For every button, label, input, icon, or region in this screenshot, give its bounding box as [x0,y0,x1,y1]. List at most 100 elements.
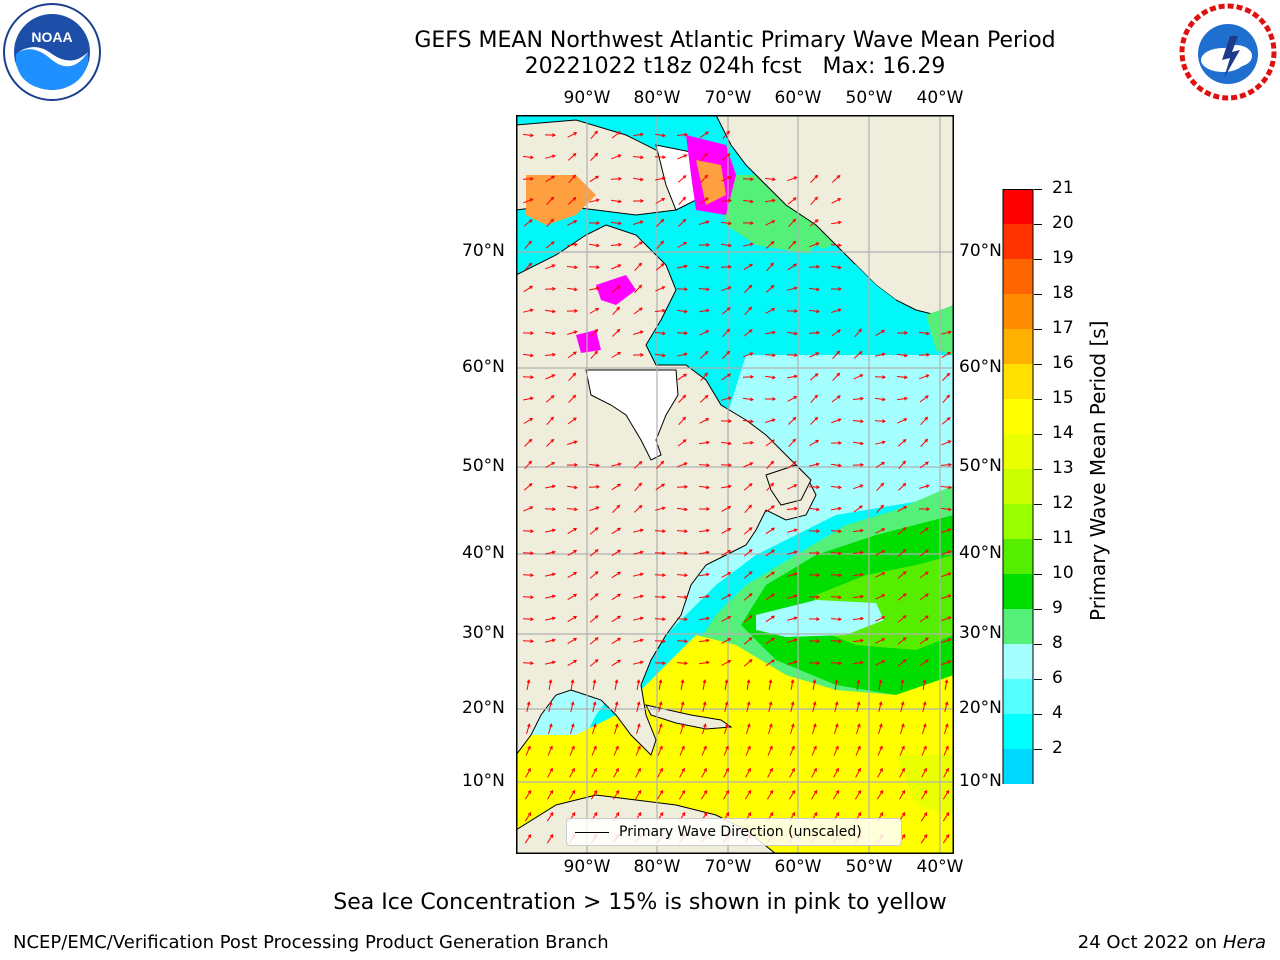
wave-arrow-head [680,679,685,684]
wave-arrow-head [947,330,952,335]
wave-arrow [919,549,929,557]
wave-arrow-head [551,264,556,268]
wave-arrow-head [794,353,799,358]
wave-arrow-head [793,484,798,488]
wave-arrow-head [791,789,796,794]
wave-arrow [900,724,904,734]
wave-arrow [852,420,864,422]
lat-label-left: 40°N [462,543,505,563]
wave-arrow-head [660,240,665,245]
wave-arrow-head [571,723,575,728]
wave-arrow-head [925,527,929,532]
wave-arrow-head [746,679,751,684]
wave-arrow [720,200,732,202]
wave-arrow [567,659,577,667]
wave-arrow-head [946,372,951,377]
wave-arrow [567,485,577,489]
wave-arrow-head [925,637,929,642]
wave-arrow [787,263,797,271]
wave-arrow [921,768,927,778]
wave-arrow [786,354,798,356]
wave-arrow [654,331,666,335]
wave-arrow-head [725,723,729,728]
wave-arrow-head [793,572,798,577]
wave-arrow-head [530,529,535,534]
wave-arrow [722,130,730,140]
lon-label-bottom: 60°W [774,857,822,877]
wave-arrow [721,373,731,381]
wave-arrow [544,529,556,533]
wave-arrow [720,464,732,466]
wave-arrow-head [836,372,841,377]
wave-arrow-head [573,615,578,620]
wave-arrow-head [529,417,534,422]
wave-arrow [746,680,750,690]
wave-arrow [525,746,531,756]
wave-arrow-head [881,397,886,402]
wave-arrow-head [748,527,753,531]
colorbar-outline [1002,189,1034,784]
wave-arrow [943,746,949,756]
wave-arrow-head [836,350,841,355]
wave-arrow-head [860,616,865,621]
wave-arrow-head [637,811,642,816]
wave-arrow-head [903,506,908,510]
wave-arrow [547,768,553,778]
wave-arrow [656,461,664,469]
wave-arrow-head [728,419,733,423]
wave-arrow-head [793,616,798,621]
wave-arrow-head [705,660,710,665]
wave-arrow [897,637,907,645]
wave-arrow [702,724,706,734]
wave-arrow [878,701,882,713]
wave-arrow-head [638,460,643,465]
wave-arrow [721,660,731,666]
wave-arrow-head [903,418,908,422]
colorbar-tick-mark [1034,189,1042,190]
wave-arrow [678,395,686,403]
colorbar-segment [1003,714,1033,749]
wave-arrow-head [682,196,687,201]
wave-arrow-head [705,572,710,577]
wave-arrow-head [748,593,753,597]
wave-arrow [918,331,930,335]
wave-arrow-head [703,789,708,794]
wave-arrow-head [550,196,555,201]
wave-arrow-head [728,264,733,269]
wave-arrow-head [947,440,952,444]
wave-arrow [544,573,556,577]
wave-arrow-head [662,155,667,160]
wave-arrow [830,244,842,246]
wave-arrow-head [727,286,732,290]
wave-arrow-head [595,175,600,180]
wave-arrow [897,506,907,512]
chart-subtitle: 20221022 t18z 024h fcst Max: 16.29 [524,54,946,79]
wave-arrow-head [593,745,597,750]
wave-arrow-head [552,133,557,137]
wave-arrow-head [926,331,931,336]
wave-arrow-head [791,745,795,750]
wave-arrow [852,573,864,577]
wave-arrow [545,175,555,183]
wave-arrow-head [660,460,665,465]
wave-arrow [522,155,534,159]
wave-arrow [854,328,862,338]
wave-arrow-head [771,571,775,576]
wave-arrow [897,571,907,579]
wave-arrow-head [880,504,885,509]
wave-arrow-head [530,661,535,666]
wave-arrow [699,529,709,533]
wave-arrow [699,639,709,643]
wave-arrow [523,483,533,491]
wave-arrow [567,637,577,645]
wave-arrow-head [549,811,554,816]
wave-arrow-head [837,329,841,334]
wave-arrow [919,461,929,469]
wave-arrow [743,243,753,247]
wave-arrow [919,485,929,489]
wave-arrow [787,197,797,205]
wave-arrow-head [617,483,622,488]
wave-arrow [524,439,532,447]
wave-arrow-head [659,811,664,816]
wave-arrow [852,595,864,599]
